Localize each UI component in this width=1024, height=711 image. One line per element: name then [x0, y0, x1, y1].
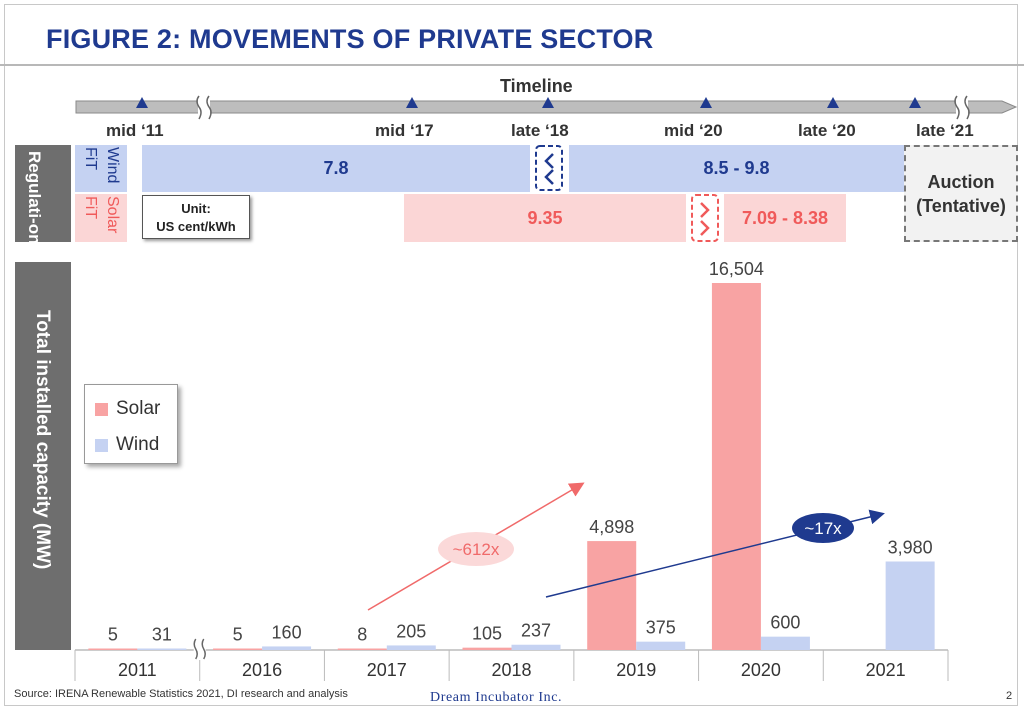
wind-bar	[885, 561, 935, 650]
wind-bar	[760, 636, 810, 650]
page-title: FIGURE 2: MOVEMENTS OF PRIVATE SECTOR	[46, 24, 654, 54]
wind-bar	[262, 646, 312, 650]
timeline-point: late ‘18	[511, 121, 569, 140]
timeline-point: late ‘20	[798, 121, 856, 140]
legend-item-wind: Wind	[95, 434, 159, 456]
timeline-point: mid ‘11	[106, 121, 164, 140]
x-tick-label: 2017	[367, 660, 407, 680]
axis-break-mark	[201, 638, 206, 660]
wind-decrease-icon	[535, 145, 563, 191]
data-label: 205	[396, 621, 426, 641]
solar-bar	[711, 283, 761, 650]
data-label: 4,898	[589, 517, 634, 537]
wind-bar	[386, 645, 436, 650]
solar-fit-value: 9.35	[404, 194, 686, 242]
page-number: 2	[1006, 690, 1013, 702]
chart-legend: Solar Wind	[84, 384, 178, 464]
timeline-marker	[406, 97, 418, 108]
solar-fit-value: 7.09 - 8.38	[724, 194, 846, 242]
legend-swatch-solar	[95, 402, 108, 416]
legend-item-solar: Solar	[95, 398, 160, 420]
solar-fit-label-box: Solar FiT	[75, 194, 127, 242]
company-name: Dream Incubator Inc.	[430, 690, 563, 705]
wind-fit-value: 7.8	[142, 145, 530, 192]
legend-label-wind: Wind	[116, 434, 160, 455]
auction-line-2: (Tentative)	[916, 195, 1006, 216]
data-label: 8	[357, 625, 367, 645]
wind-fit-label-box: Wind FiT	[75, 145, 127, 192]
timeline-point: mid ‘20	[664, 121, 723, 140]
fit-label: FiT	[82, 196, 99, 220]
timeline-arrow	[75, 95, 1018, 121]
data-label: 375	[646, 618, 676, 638]
wind-growth-label: ~17x	[804, 519, 842, 538]
solar-bar	[462, 647, 512, 650]
unit-line-2: US cent/kWh	[156, 219, 236, 234]
solar-bar	[213, 648, 263, 650]
wind-bar	[511, 644, 561, 650]
solar-growth-badge	[438, 532, 514, 566]
data-label: 5	[233, 625, 243, 645]
slide-frame	[4, 4, 1018, 706]
wind-growth-badge	[792, 513, 854, 543]
timeline-marker	[700, 97, 712, 108]
x-tick-label: 2018	[491, 660, 531, 680]
timeline-marker	[827, 97, 839, 108]
source-note: Source: IRENA Renewable Statistics 2021,…	[14, 688, 348, 700]
unit-line-1: Unit:	[181, 201, 211, 216]
y-axis-label: Total installed capacity (MW)	[32, 310, 53, 570]
solar-decrease-icon	[691, 194, 719, 242]
wind-bar	[137, 648, 187, 650]
auction-box: Auction (Tentative)	[904, 145, 1018, 242]
legend-swatch-wind	[95, 438, 108, 452]
data-label: 31	[152, 625, 172, 645]
timeline-label: Timeline	[500, 76, 573, 96]
data-label: 3,980	[888, 537, 933, 557]
timeline-marker	[136, 97, 148, 108]
unit-note: Unit: US cent/kWh	[142, 195, 250, 239]
timeline-marker	[909, 97, 921, 108]
x-tick-label: 2011	[118, 660, 157, 680]
title-divider	[0, 64, 1024, 66]
wind-bar	[636, 641, 686, 650]
timeline-point: late ‘21	[916, 121, 974, 140]
y-axis-header: Total installed capacity (MW)	[15, 262, 71, 650]
data-label: 600	[770, 613, 800, 633]
regulation-header: Regulati-on	[15, 145, 71, 245]
timeline-marker	[542, 97, 554, 108]
legend-label-solar: Solar	[116, 398, 161, 419]
fit-label: FiT	[82, 147, 99, 171]
data-label: 5	[108, 625, 118, 645]
data-label: 105	[472, 624, 502, 644]
data-label: 16,504	[709, 259, 764, 279]
solar-bar	[337, 648, 387, 650]
axis-break-mark	[193, 638, 198, 660]
x-tick-label: 2016	[242, 660, 282, 680]
auction-line-1: Auction	[927, 171, 995, 192]
wind-label: Wind	[104, 147, 121, 184]
timeline-point: mid ‘17	[375, 121, 434, 140]
solar-growth-label: ~612x	[453, 540, 500, 559]
wind-fit-value: 8.5 - 9.8	[569, 145, 904, 192]
x-tick-label: 2019	[616, 660, 656, 680]
data-label: 160	[272, 622, 302, 642]
x-tick-label: 2020	[741, 660, 781, 680]
solar-label: Solar	[104, 196, 121, 234]
regulation-header-text: Regulati-on	[25, 151, 44, 245]
x-tick-label: 2021	[866, 660, 906, 680]
solar-bar	[587, 541, 637, 650]
solar-bar	[88, 648, 138, 650]
data-label: 237	[521, 621, 551, 641]
